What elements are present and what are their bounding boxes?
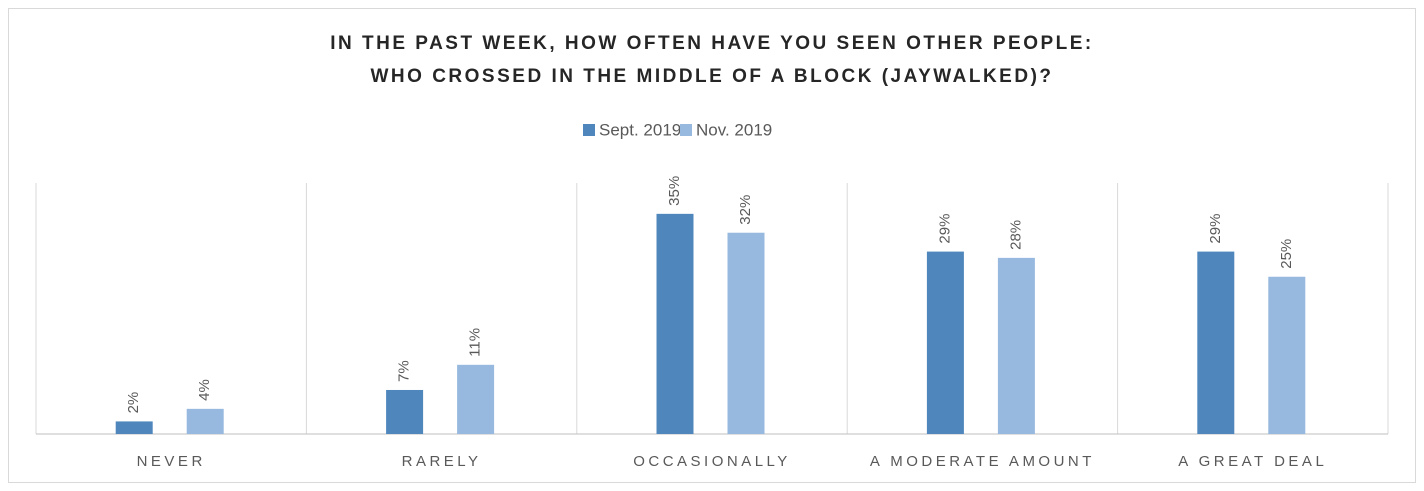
legend-label: Nov. 2019 <box>696 120 772 139</box>
x-tick-label: NEVER <box>137 453 206 470</box>
legend-label: Sept. 2019 <box>599 120 681 139</box>
data-label: 25% <box>1278 239 1295 269</box>
bar <box>926 251 964 434</box>
bar <box>457 364 495 434</box>
data-label: 32% <box>737 195 754 225</box>
legend-swatch <box>680 124 692 136</box>
x-tick-label: RARELY <box>402 453 482 470</box>
data-label: 4% <box>196 379 213 401</box>
data-label: 11% <box>467 328 484 357</box>
bar <box>115 421 153 434</box>
bar <box>1197 251 1235 434</box>
bar <box>1268 276 1306 434</box>
x-tick-label: OCCASIONALLY <box>633 453 791 470</box>
bar <box>386 389 424 434</box>
data-label: 7% <box>396 360 413 382</box>
chart-title: IN THE PAST WEEK, HOW OFTEN HAVE YOU SEE… <box>330 33 1094 54</box>
data-label: 2% <box>125 392 142 414</box>
data-label: 29% <box>936 214 953 244</box>
chart-title: WHO CROSSED IN THE MIDDLE OF A BLOCK (JA… <box>371 66 1054 87</box>
x-tick-label: A GREAT DEAL <box>1178 453 1327 470</box>
legend-swatch <box>583 124 595 136</box>
bar <box>727 232 765 434</box>
bar <box>186 408 224 434</box>
bar <box>997 257 1035 434</box>
bar <box>656 213 694 434</box>
data-label: 29% <box>1207 214 1224 244</box>
chart-border <box>8 8 1416 483</box>
x-tick-label: A MODERATE AMOUNT <box>870 453 1095 470</box>
data-label: 35% <box>666 176 683 206</box>
data-label: 28% <box>1007 220 1024 250</box>
